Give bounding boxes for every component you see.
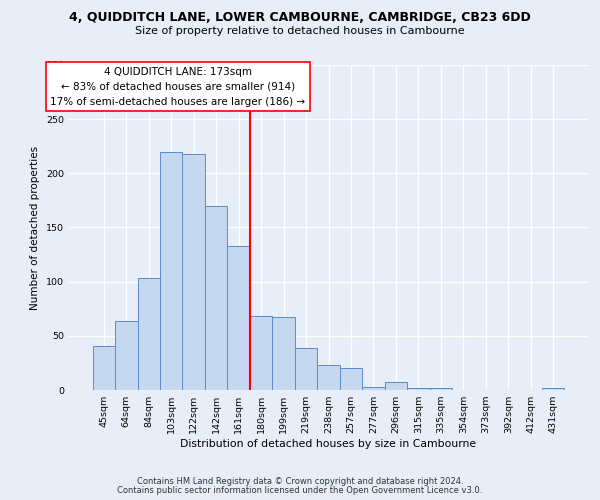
Bar [272, 318, 295, 390]
Bar [205, 206, 227, 390]
Bar [92, 346, 115, 390]
Bar [295, 348, 317, 390]
Bar [362, 387, 385, 390]
Bar [115, 320, 137, 390]
Text: 4 QUIDDITCH LANE: 173sqm
← 83% of detached houses are smaller (914)
17% of semi-: 4 QUIDDITCH LANE: 173sqm ← 83% of detach… [50, 67, 305, 107]
Bar [407, 388, 430, 390]
X-axis label: Distribution of detached houses by size in Cambourne: Distribution of detached houses by size … [181, 439, 476, 449]
Text: Contains HM Land Registry data © Crown copyright and database right 2024.: Contains HM Land Registry data © Crown c… [137, 477, 463, 486]
Bar [385, 382, 407, 390]
Bar [137, 278, 160, 390]
Bar [250, 316, 272, 390]
Bar [430, 388, 452, 390]
Bar [542, 388, 565, 390]
Bar [317, 365, 340, 390]
Bar [227, 246, 250, 390]
Text: Contains public sector information licensed under the Open Government Licence v3: Contains public sector information licen… [118, 486, 482, 495]
Bar [160, 152, 182, 390]
Bar [182, 154, 205, 390]
Text: Size of property relative to detached houses in Cambourne: Size of property relative to detached ho… [135, 26, 465, 36]
Y-axis label: Number of detached properties: Number of detached properties [31, 146, 40, 310]
Bar [340, 368, 362, 390]
Text: 4, QUIDDITCH LANE, LOWER CAMBOURNE, CAMBRIDGE, CB23 6DD: 4, QUIDDITCH LANE, LOWER CAMBOURNE, CAMB… [69, 11, 531, 24]
